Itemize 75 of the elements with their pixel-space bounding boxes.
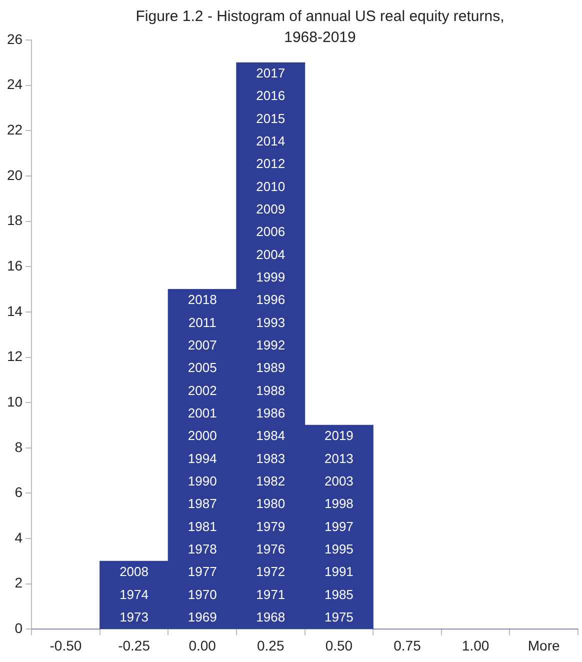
annotation: 1980	[256, 496, 286, 512]
y-tick-label: 14	[6, 302, 23, 319]
annotation: 1981	[188, 518, 217, 534]
annotation: 2001	[188, 405, 217, 420]
y-tick-label: 18	[6, 212, 23, 228]
annotation: 2013	[324, 450, 354, 466]
annotation: 1990	[188, 473, 217, 488]
annotation: 2003	[324, 473, 354, 488]
annotation: 1973	[120, 609, 148, 624]
annotation: 1972	[256, 564, 286, 580]
annotation: 1975	[324, 609, 354, 624]
annotation: 2019	[324, 428, 354, 444]
annotation: 1996	[256, 292, 286, 308]
chart-title: Figure 1.2 - Histogram of annual US real equity returns, 1968-2019	[134, 7, 506, 48]
annotation: 1992	[256, 338, 286, 353]
y-tick-label: 2	[14, 574, 23, 591]
annotation: 2002	[188, 382, 217, 398]
y-tick-label: 20	[6, 166, 23, 183]
annotation: 2000	[188, 428, 217, 444]
annotation: 2009	[256, 202, 286, 217]
annotation: 2006	[256, 224, 286, 240]
annotation: 1994	[188, 450, 217, 466]
annotation: 2004	[256, 246, 286, 262]
x-tick-label: More	[528, 637, 560, 654]
x-tick-label: 0.25	[257, 637, 284, 654]
annotation: 1982	[256, 473, 286, 488]
annotation: 1988	[256, 382, 286, 398]
annotation: 2012	[256, 156, 286, 172]
annotation: 1976	[256, 541, 286, 556]
annotation: 2015	[256, 110, 286, 126]
annotation: 1979	[256, 518, 286, 534]
annotation: 2016	[256, 88, 286, 104]
annotation: 2005	[188, 360, 217, 376]
annotation: 1984	[256, 428, 286, 444]
y-tick-label: 8	[14, 438, 23, 455]
annotation: 2010	[256, 178, 286, 194]
annotation: 2008	[120, 564, 148, 580]
annotation: 1970	[188, 586, 217, 602]
annotation: 1971	[256, 586, 286, 602]
y-tick-label: 26	[6, 30, 23, 47]
x-tick-label: -0.25	[118, 637, 150, 654]
annotation: 1983	[256, 450, 286, 466]
x-tick-label: 0.00	[188, 637, 216, 654]
y-tick-label: 0	[14, 620, 23, 636]
y-tick-label: 16	[6, 257, 23, 274]
annotation: 1974	[120, 586, 148, 602]
x-tick-label: 0.50	[325, 637, 353, 654]
annotation: 2007	[188, 338, 217, 353]
y-tick-label: 4	[14, 529, 23, 546]
annotation: 1989	[256, 360, 286, 376]
annotation: 1977	[188, 564, 217, 580]
x-tick-label: 0.75	[394, 637, 422, 654]
annotation: 1985	[324, 586, 354, 602]
y-tick-label: 12	[6, 348, 23, 364]
y-tick-label: 6	[14, 484, 23, 500]
annotation: 1993	[256, 314, 286, 330]
annotation: 1987	[188, 496, 217, 512]
annotation: 1999	[256, 270, 286, 285]
annotation: 1969	[188, 609, 217, 624]
annotation: 2018	[188, 292, 217, 308]
x-tick-label: -0.50	[50, 637, 82, 654]
annotation: 1991	[324, 564, 354, 580]
annotation: 2014	[256, 134, 286, 149]
annotation: 2017	[256, 66, 286, 81]
y-tick-label: 22	[6, 122, 23, 138]
annotation: 1968	[256, 609, 286, 624]
annotation: 1998	[324, 496, 354, 512]
annotation: 1997	[324, 518, 354, 534]
y-tick-label: 24	[6, 76, 23, 92]
y-tick-label: 10	[6, 393, 23, 410]
x-tick-label: 1.00	[462, 637, 490, 654]
annotation: 1995	[324, 541, 354, 556]
annotation: 2011	[188, 314, 216, 330]
annotation: 1986	[256, 405, 286, 420]
annotation: 1978	[188, 541, 217, 556]
